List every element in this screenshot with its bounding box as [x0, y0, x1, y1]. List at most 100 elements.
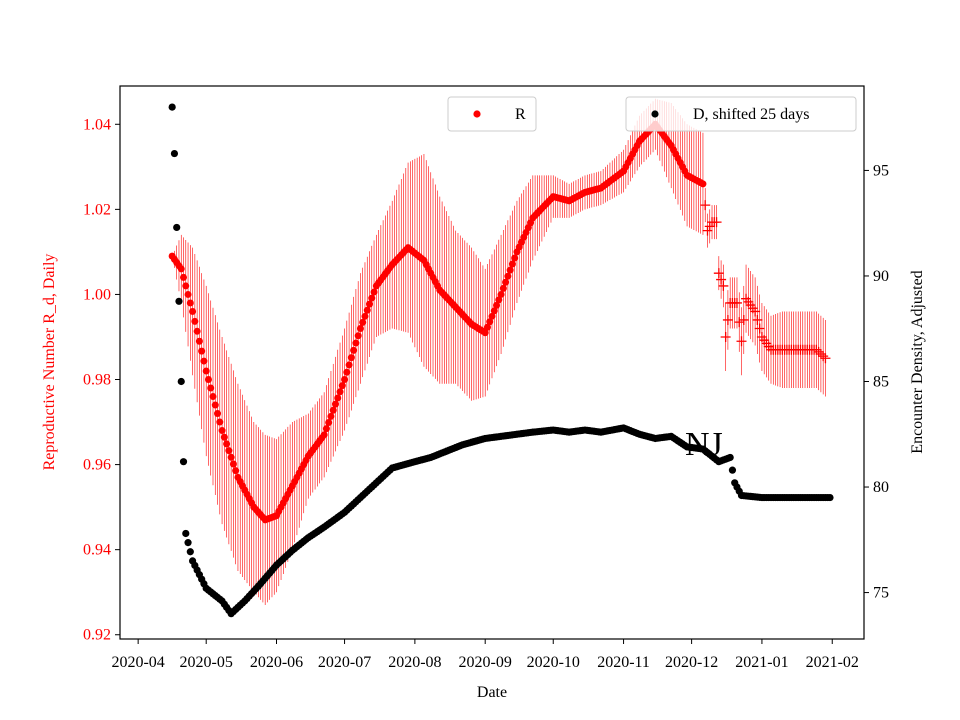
r-point	[177, 265, 185, 273]
r-point	[495, 296, 503, 304]
r-point	[195, 337, 203, 345]
r-point	[506, 266, 514, 274]
r-point	[702, 225, 713, 236]
d-series	[168, 103, 834, 618]
r-point	[366, 300, 374, 308]
r-error-bars	[174, 98, 826, 605]
r-point	[191, 317, 199, 325]
r-point	[204, 376, 212, 384]
x-tick-label: 2021-02	[806, 654, 859, 671]
left-y-axis: 0.92 0.94 0.96 0.98 1.00 1.02 1.04	[83, 116, 120, 644]
r-point	[220, 433, 228, 441]
d-point	[177, 377, 185, 386]
r-point	[216, 418, 224, 426]
r-point	[207, 384, 215, 392]
right-y-axis-title: Encounter Density, Adjusted	[909, 270, 926, 453]
r-point	[711, 217, 722, 228]
r-point	[815, 348, 826, 359]
r-point	[331, 400, 339, 408]
r-point	[193, 327, 201, 335]
r-point	[752, 314, 763, 325]
r-point	[209, 393, 217, 401]
r-point	[198, 347, 206, 355]
r-point	[189, 307, 197, 315]
r-point	[481, 329, 489, 337]
r-point	[322, 425, 330, 433]
x-tick-label: 2020-05	[180, 654, 233, 671]
left-y-tick-label: 0.96	[83, 457, 111, 474]
r-point	[336, 388, 344, 396]
legend-d-label: D, shifted 25 days	[693, 106, 809, 123]
r-point	[354, 332, 362, 340]
r-point	[486, 318, 494, 326]
r-point	[738, 314, 749, 325]
r-point	[211, 401, 219, 409]
x-axis-title: Date	[477, 684, 507, 701]
r-point	[338, 382, 346, 390]
r-point	[700, 200, 711, 211]
x-axis: 2020-04 2020-05 2020-06 2020-07 2020-08 2020-…	[111, 639, 859, 671]
r-point	[490, 307, 498, 315]
r-point	[704, 221, 715, 232]
x-tick-label: 2020-04	[111, 654, 164, 671]
legend-d: D, shifted 25 days	[625, 96, 857, 132]
r-point	[497, 290, 505, 298]
d-point	[726, 453, 734, 462]
left-y-axis-title: Reproductive Number R_d, Daily	[41, 254, 58, 471]
r-point	[229, 460, 237, 468]
r-point	[511, 254, 519, 262]
r-point	[736, 336, 747, 347]
r-point	[483, 323, 491, 331]
r-point	[502, 278, 510, 286]
d-point	[826, 493, 834, 502]
r-point	[223, 440, 231, 448]
r-point	[720, 331, 731, 342]
right-y-tick-label: 95	[873, 162, 889, 179]
r-point	[716, 274, 727, 285]
legend-r-box	[447, 96, 537, 132]
r-point	[370, 288, 378, 296]
r-point	[813, 346, 824, 357]
x-tick-label: 2020-12	[665, 654, 718, 671]
r-point	[186, 299, 194, 307]
left-y-tick-label: 1.04	[83, 116, 111, 133]
state-annotation: NJ	[685, 426, 723, 463]
r-point	[334, 394, 342, 402]
r-point	[363, 306, 371, 314]
right-y-tick-label: 85	[873, 373, 889, 390]
r-point	[218, 427, 226, 435]
r-point	[214, 410, 222, 418]
r-point	[811, 344, 822, 355]
r-point	[718, 280, 729, 291]
r-point	[343, 368, 351, 376]
r-point	[329, 406, 337, 414]
left-y-tick-label: 1.00	[83, 286, 111, 303]
x-tick-label: 2020-10	[527, 654, 580, 671]
r-point	[341, 376, 349, 384]
d-point	[184, 539, 192, 547]
d-point	[179, 458, 188, 466]
d-point	[186, 548, 194, 556]
left-y-tick-label: 0.92	[83, 627, 111, 644]
r-point	[356, 324, 364, 332]
r-point	[361, 312, 369, 320]
d-point	[175, 297, 183, 305]
r-point	[488, 312, 496, 320]
r-point	[699, 180, 707, 188]
x-tick-label: 2020-06	[250, 654, 303, 671]
left-y-tick-label: 1.02	[83, 201, 111, 218]
r-point	[820, 353, 831, 364]
r-point	[754, 323, 765, 334]
r-point	[202, 367, 210, 375]
r-point	[180, 273, 188, 281]
legend-d-box	[625, 96, 857, 132]
r-point	[722, 314, 733, 325]
r-point	[368, 294, 376, 302]
legend-r-marker	[473, 110, 481, 118]
x-tick-label: 2020-09	[459, 654, 512, 671]
r-point	[200, 357, 208, 365]
r-point	[320, 431, 328, 439]
d-point	[182, 529, 190, 538]
r-point	[232, 467, 240, 475]
r-point	[493, 301, 501, 309]
